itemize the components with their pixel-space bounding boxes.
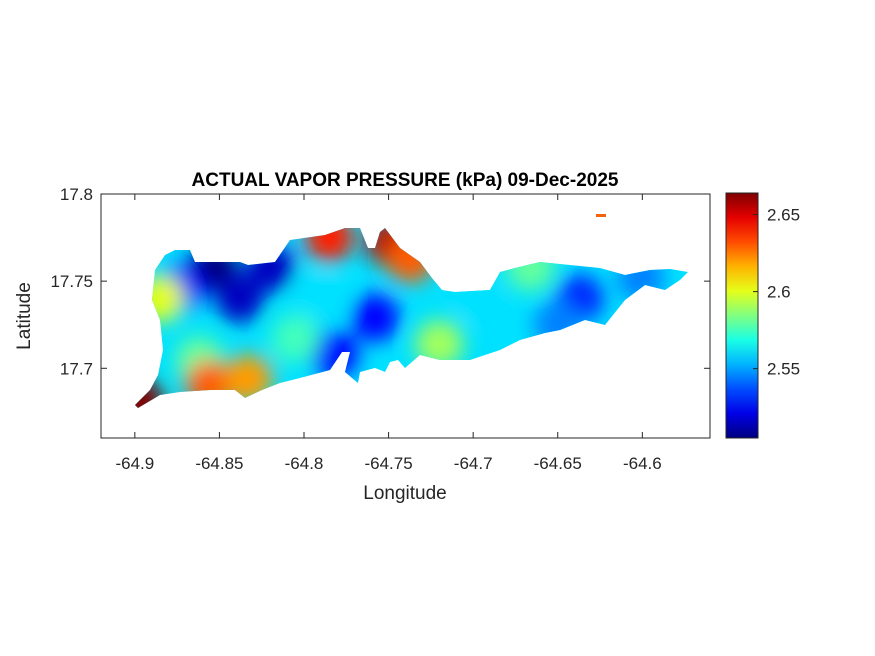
x-tick-label: -64.6 xyxy=(623,454,662,473)
plot-axes-box xyxy=(100,193,711,439)
x-tick-label: -64.7 xyxy=(454,454,493,473)
x-tick-label: -64.85 xyxy=(195,454,243,473)
colorbar-tick-label: 2.6 xyxy=(767,283,791,302)
y-axis-label: Latitude xyxy=(14,282,35,350)
colorbar-tick-label: 2.55 xyxy=(767,360,800,379)
vapor-pressure-field xyxy=(135,214,688,408)
field-sample-point xyxy=(351,293,400,342)
field-sample-point xyxy=(246,243,295,292)
field-background xyxy=(135,214,688,408)
y-tick-label: 17.75 xyxy=(50,272,93,291)
colorbar xyxy=(725,192,759,439)
field-sample-point xyxy=(386,234,435,283)
field-sample-point xyxy=(455,274,504,323)
field-sample-point xyxy=(415,319,464,368)
x-axis-label: Longitude xyxy=(363,483,446,504)
field-sample-point xyxy=(616,253,665,302)
chart-title: ACTUAL VAPOR PRESSURE (kPa) 09-Dec-2025 xyxy=(192,170,619,191)
field-sample-point xyxy=(296,274,345,323)
y-axis: 17.7 17.75 17.8 xyxy=(50,185,710,378)
y-tick-label: 17.8 xyxy=(60,185,93,204)
field-sample-point xyxy=(577,214,626,238)
y-tick-label: 17.7 xyxy=(60,359,93,378)
field-sample-point xyxy=(136,274,185,323)
field-sample-point xyxy=(533,300,582,349)
x-tick-label: -64.9 xyxy=(115,454,154,473)
field-sample-point xyxy=(135,377,164,408)
x-tick-label: -64.75 xyxy=(364,454,412,473)
field-sample-point xyxy=(215,274,264,323)
field-sample-point xyxy=(271,314,320,363)
x-tick-label: -64.65 xyxy=(534,454,582,473)
colorbar-ticks: 2.55 2.6 2.65 xyxy=(753,206,800,379)
field-sample-point xyxy=(305,214,354,262)
field-sample-point xyxy=(506,243,555,292)
x-tick-label: -64.8 xyxy=(285,454,324,473)
field-sample-point xyxy=(310,330,359,379)
field-sample-point xyxy=(224,354,273,403)
x-axis: -64.9 -64.85 -64.8 -64.75 -64.7 -64.65 -64.6 xyxy=(115,194,662,473)
colorbar-tick-label: 2.65 xyxy=(767,206,800,225)
